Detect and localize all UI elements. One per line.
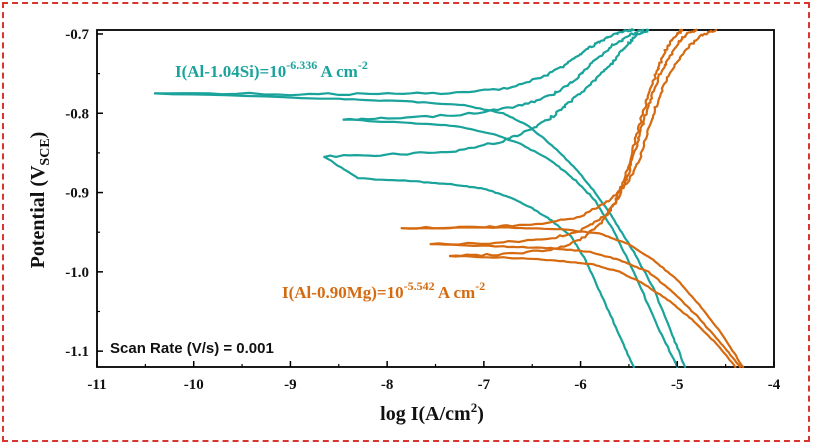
x-tick-label: -6 [574, 377, 587, 393]
y-tick-label: -1.1 [65, 344, 89, 360]
y-ticks: -0.7 -0.8 -0.9 -1.0 -1.1 [65, 27, 103, 360]
series-3-anodic-line [153, 28, 635, 97]
x-tick-label: -9 [284, 377, 297, 393]
x-tick-label: -10 [184, 377, 204, 393]
x-axis-title: log I(A/cm2) [380, 400, 484, 425]
x-tick-label: -5 [671, 377, 684, 393]
series-2-anodic-line [342, 28, 645, 121]
curves-group [153, 28, 745, 369]
y-axis-title: Potential (VSCE) [27, 132, 53, 269]
series-1-cathodic-line [323, 155, 635, 369]
annotation-mg: I(Al-0.90Mg)=10-5.542 A cm-2 [282, 279, 485, 302]
series-4-anodic-line [448, 28, 684, 258]
annotation-si: I(Al-1.04Si)=10-6.336 A cm-2 [175, 58, 368, 81]
x-tick-label: -11 [87, 377, 106, 393]
series-3-cathodic-line [153, 92, 687, 369]
series-1-anodic-line [323, 28, 650, 158]
series-4-cathodic-line [448, 254, 737, 369]
y-tick-label: -0.8 [65, 106, 89, 122]
x-tick-label: -8 [381, 377, 394, 393]
x-tick-label: -4 [768, 377, 781, 393]
plot-area [96, 29, 775, 368]
scan-rate-label: Scan Rate (V/s) = 0.001 [110, 340, 274, 357]
series-5-anodic-line [429, 28, 698, 246]
y-tick-label: -0.9 [65, 186, 89, 202]
series-6-anodic-line [400, 28, 718, 230]
x-tick-label: -7 [478, 377, 491, 393]
y-tick-label: -1.0 [65, 265, 89, 281]
series-5-cathodic-line [429, 243, 742, 369]
series-6-cathodic-line [400, 226, 745, 369]
x-ticks: -11 -10 -9 -8 -7 -6 -5 -4 [87, 361, 781, 393]
y-tick-label: -0.7 [65, 27, 89, 43]
dashed-frame [2, 2, 810, 442]
